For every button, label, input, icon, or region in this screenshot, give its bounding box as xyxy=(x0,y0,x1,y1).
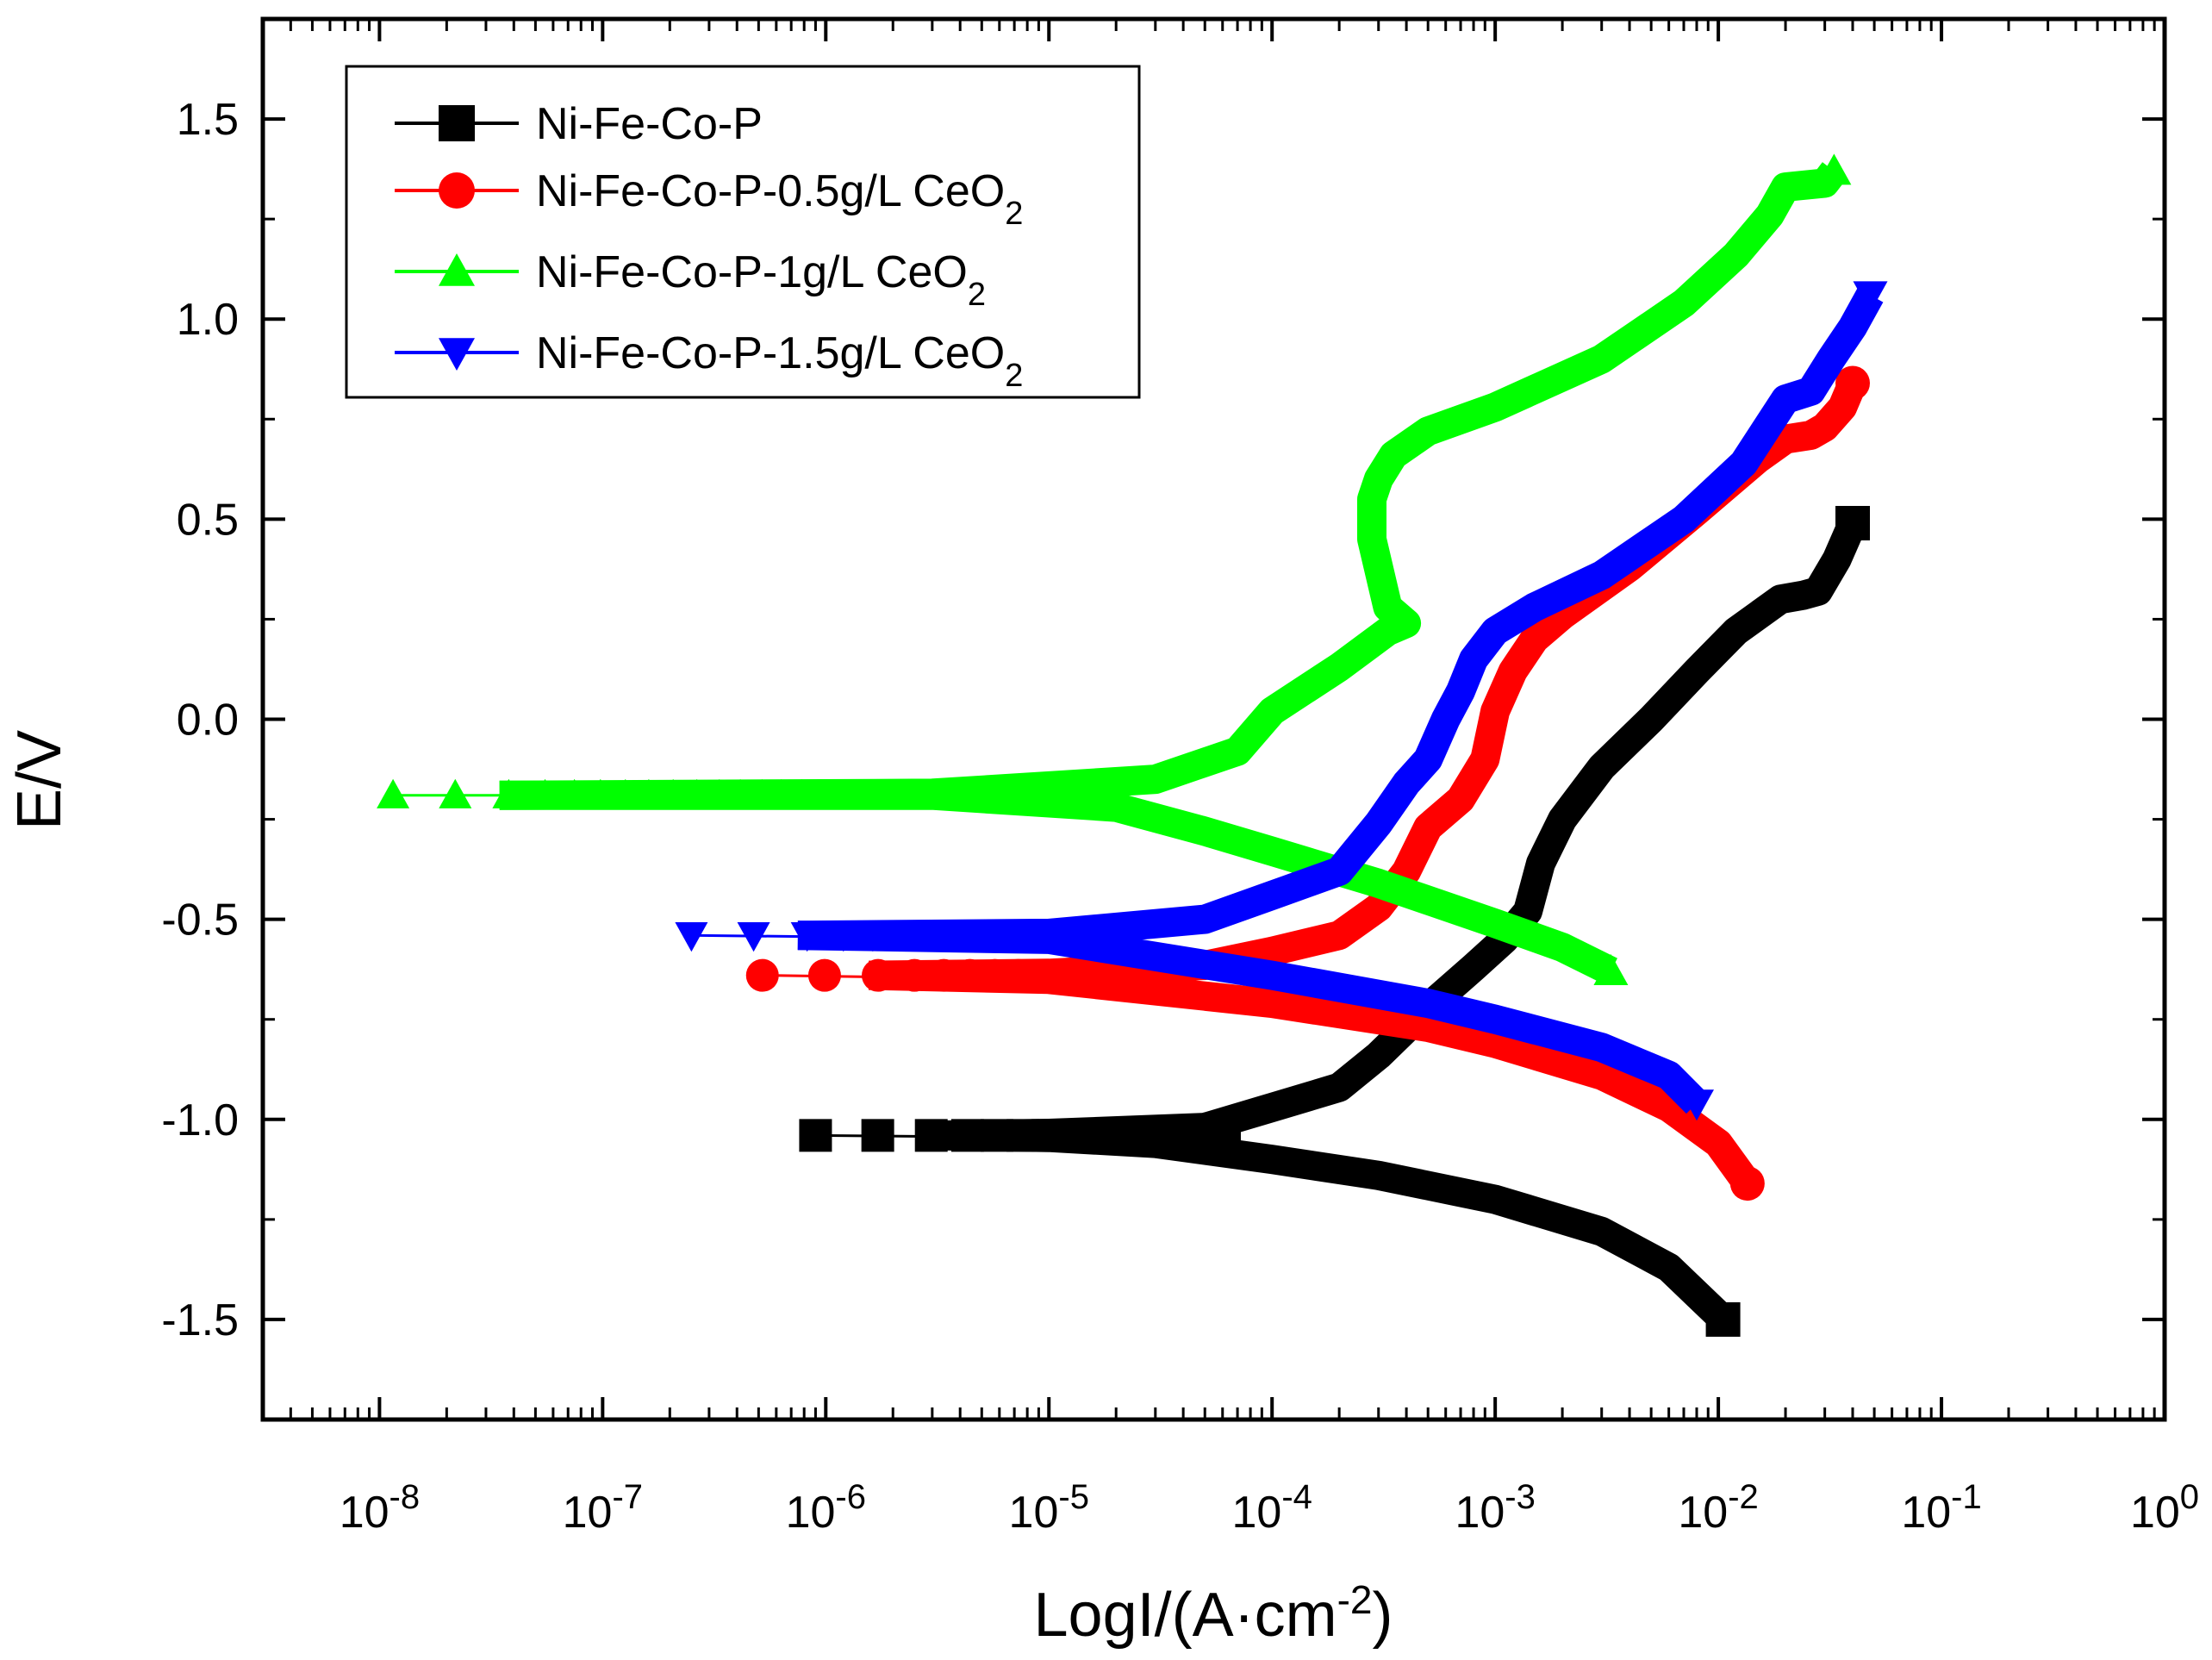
x-tick-label: 10-1 xyxy=(1901,1478,1981,1538)
series-end-marker xyxy=(1816,153,1852,185)
y-tick-label: -1.0 xyxy=(161,1095,239,1145)
x-tick-label: 10-6 xyxy=(786,1478,866,1538)
series-marker xyxy=(862,958,895,992)
series-marker xyxy=(907,922,941,952)
series-marker xyxy=(558,778,591,808)
series-marker xyxy=(1022,922,1056,952)
series-cathodic-branch xyxy=(797,920,1708,1114)
legend-marker xyxy=(439,253,475,286)
series-marker xyxy=(439,778,472,808)
series-end-marker xyxy=(1593,954,1629,985)
series-anodic-branch xyxy=(869,377,1866,990)
series-end-marker xyxy=(1679,1089,1715,1121)
legend-label: Ni-Fe-Co-P-1g/L CeO2 xyxy=(536,247,986,313)
x-tick-label: 10-8 xyxy=(340,1478,420,1538)
series-marker xyxy=(737,922,770,952)
y-axis: 1.5 1.0 0.5 0.0 -0.5 -1.0 -1.5 xyxy=(161,17,2165,1421)
series-cathodic-branch xyxy=(921,1120,1734,1331)
series-marker xyxy=(856,922,889,952)
series-marker xyxy=(1083,922,1117,952)
series-anodic-branch xyxy=(921,517,1866,1151)
series-0 xyxy=(799,506,1871,1337)
series-marker xyxy=(1001,958,1035,992)
y-tick-label: 1.0 xyxy=(177,295,239,345)
series-marker xyxy=(724,778,757,808)
series-marker xyxy=(377,778,410,808)
series-layer xyxy=(377,153,1888,1337)
series-marker xyxy=(680,778,713,808)
x-tick-label: 10-3 xyxy=(1455,1478,1535,1538)
series-1 xyxy=(745,365,1871,1201)
series-marker xyxy=(882,922,916,952)
series-end-marker xyxy=(1835,506,1871,540)
series-marker xyxy=(492,778,526,808)
series-end-marker xyxy=(1853,281,1888,313)
x-tick-label: 10-5 xyxy=(1009,1478,1089,1538)
series-marker xyxy=(927,958,961,992)
series-marker xyxy=(898,958,932,992)
y-tick-label: -1.5 xyxy=(161,1295,239,1345)
series-marker xyxy=(528,778,562,808)
series-3 xyxy=(675,281,1888,1121)
x-tick-label: 100 xyxy=(2130,1478,2199,1538)
legend-label: Ni-Fe-Co-P-1.5g/L CeO2 xyxy=(536,328,1023,394)
series-marker xyxy=(931,922,964,952)
series-anodic-branch xyxy=(499,162,1846,810)
series-marker xyxy=(826,922,860,952)
y-tick-label: 0.5 xyxy=(177,495,239,545)
series-marker xyxy=(914,1119,948,1152)
series-marker xyxy=(764,778,798,808)
series-marker xyxy=(955,922,988,952)
y-tick-label: 1.5 xyxy=(177,95,239,145)
legend-marker xyxy=(439,105,475,141)
legend-entry: Ni-Fe-Co-P xyxy=(395,99,763,149)
x-axis-title: LogI/(A·cm-2) xyxy=(1034,1577,1393,1650)
series-marker xyxy=(979,922,1013,952)
series-marker xyxy=(702,778,736,808)
legend: Ni-Fe-Co-P Ni-Fe-Co-P-0.5g/L CeO2 Ni-Fe-Co… xyxy=(345,65,1141,399)
legend-entry: Ni-Fe-Co-P-0.5g/L CeO2 xyxy=(395,166,1023,232)
series-marker xyxy=(1063,922,1097,952)
series-marker xyxy=(785,778,819,808)
series-marker xyxy=(790,922,824,952)
series-marker xyxy=(1025,958,1059,992)
series-marker xyxy=(953,958,987,992)
series-marker xyxy=(1001,922,1035,952)
legend-label: Ni-Fe-Co-P xyxy=(536,99,763,149)
y-tick-label: -0.5 xyxy=(161,896,239,945)
series-marker xyxy=(583,778,617,808)
y-tick-label: 0.0 xyxy=(177,696,239,746)
series-anodic-branch xyxy=(797,288,1884,951)
legend-marker xyxy=(439,338,475,371)
x-tick-label: 10-7 xyxy=(563,1478,643,1538)
series-marker xyxy=(745,958,779,992)
series-end-marker xyxy=(1705,1301,1741,1337)
series-marker xyxy=(675,922,708,952)
series-marker xyxy=(1207,1119,1241,1152)
legend-entry: Ni-Fe-Co-P-1.5g/L CeO2 xyxy=(395,328,1023,394)
series-marker xyxy=(1050,958,1083,992)
series-marker xyxy=(657,778,690,808)
series-marker xyxy=(807,958,841,992)
series-marker xyxy=(950,1119,984,1152)
series-marker xyxy=(978,958,1012,992)
series-end-marker xyxy=(1729,1166,1765,1201)
y-axis-title: E/V xyxy=(5,730,74,830)
series-marker xyxy=(861,1119,894,1152)
x-axis: 10-8 10-7 10-6 10-5 10-4 10-3 10-2 10-1 100 xyxy=(261,19,2199,1538)
legend-entry: Ni-Fe-Co-P-1g/L CeO2 xyxy=(395,247,986,313)
series-2 xyxy=(377,153,1852,985)
legend-marker xyxy=(439,172,475,209)
legend-label: Ni-Fe-Co-P-0.5g/L CeO2 xyxy=(536,166,1023,232)
series-end-marker xyxy=(1835,365,1871,401)
series-marker xyxy=(799,1119,832,1152)
x-tick-label: 10-2 xyxy=(1678,1478,1758,1538)
x-tick-label: 10-4 xyxy=(1231,1478,1312,1538)
series-marker xyxy=(632,778,665,808)
series-marker xyxy=(608,778,642,808)
